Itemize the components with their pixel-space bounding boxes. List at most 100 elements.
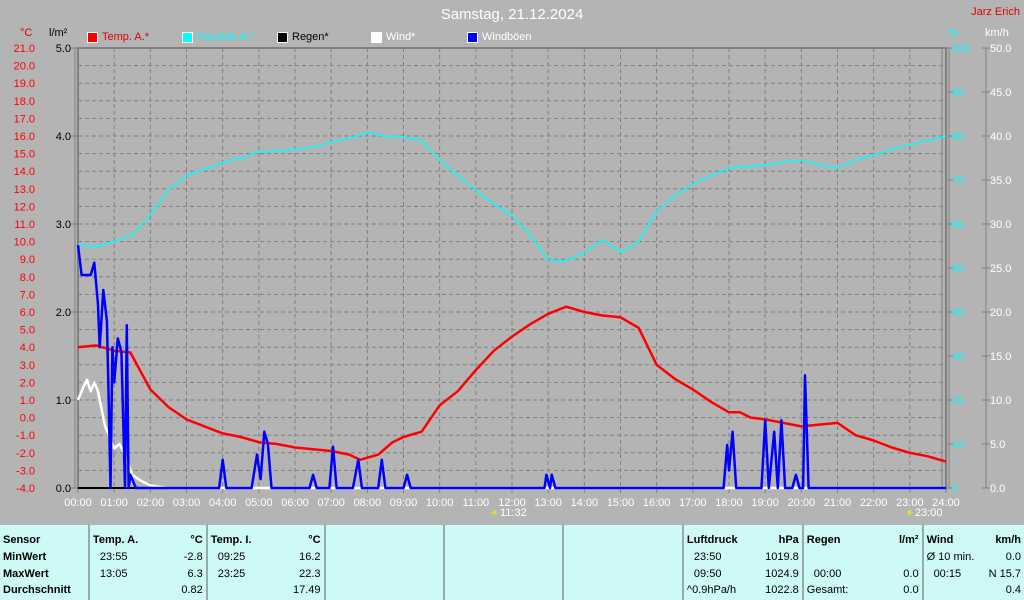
x-tick-label: 13:00 [534,497,562,509]
temp-tick-label: 9.0 [20,254,35,266]
humidity-tick-label: 10 [952,439,964,451]
empty-cell [442,583,564,600]
rain-axis-unit: l/m² [49,27,68,39]
rain-header: Regen [801,525,870,550]
legend-label: Regen* [292,31,329,43]
humidity-tick-label: 90 [952,87,964,99]
cell-time: 09:25 [205,550,268,567]
cell-time: ^0.9hPa/h [681,583,750,600]
chart-title: Samstag, 21.12.2024 [440,6,584,23]
x-tick-label: 18:00 [715,497,743,509]
temp-tick-label: 2.0 [20,377,35,389]
cell-time: 13:05 [87,566,150,584]
temp-a-header: Temp. A. [87,525,150,550]
x-tick-label: 05:00 [245,497,273,509]
legend-gusts: Windböen [467,31,532,43]
cell-value: N 15.7 [988,567,1021,580]
cell-time: 09:50 [681,566,750,584]
empty-cell [323,583,444,600]
cell-time: 00:15 [921,566,986,584]
cell-value: 0.82 [181,584,203,597]
humidity-tick-label: 100 [952,43,970,55]
sunset-time: 23:00 [914,507,943,519]
sunset-icon: ☀ [905,508,914,519]
wind-tick-label: 20.0 [990,307,1011,319]
cell-value [870,550,923,567]
temp-tick-label: 15.0 [14,149,35,161]
x-tick-label: 02:00 [137,497,165,509]
cell-value: 1022.8 [765,584,799,597]
rain-tick-label: 0.0 [56,483,71,495]
temp-tick-label: 18.0 [14,96,35,108]
humidity-tick-label: 70 [952,175,964,187]
empty-cell [442,566,564,584]
x-tick-label: 22:00 [860,497,888,509]
x-tick-label: 15:00 [607,497,635,509]
cell-time: 23:25 [205,566,268,584]
series-line-wind-4 [76,244,946,490]
temp-tick-label: 3.0 [20,360,35,372]
temp-tick-label: 17.0 [14,113,35,125]
table-header-row: Sensor Temp. A. °C Temp. I. °C Luftdruck… [0,525,1024,550]
temp-tick-label: -4.0 [16,483,35,495]
rain-tick-label: 5.0 [56,43,71,55]
cell-value: 1024.9 [765,567,799,580]
cell-value: 0.0 [1005,551,1021,563]
row-label: Durchschnitt [3,584,71,597]
pressure-unit: hPa [778,534,799,546]
humidity-tick-label: 0 [952,483,958,495]
humidity-tick-label: 80 [952,131,964,143]
legend-swatch [277,31,288,43]
legend-label: Windböen [482,31,532,43]
legend-temp: Temp. A.* [87,31,149,43]
empty-column [442,525,564,550]
temp-i-header: Temp. I. [205,525,268,550]
cell-time: Ø 10 min. [921,550,986,567]
empty-column [323,525,444,550]
wind-tick-label: 35.0 [990,175,1011,187]
temp-tick-label: 14.0 [14,166,35,178]
wind-axis-unit: km/h [985,27,1009,39]
wind-unit: km/h [995,534,1021,546]
legend-swatch [87,31,98,43]
temp-tick-label: 20.0 [14,61,35,73]
temp-tick-label: 0.0 [20,413,35,425]
temp-tick-label: -3.0 [16,465,35,477]
cell-value: 0.4 [1005,584,1021,597]
legend-label: Temp. A.* [102,31,150,43]
cell-value: 0.0 [903,584,919,597]
humidity-tick-label: 20 [952,395,964,407]
cell-time: Gesamt: [801,583,870,600]
wind-tick-label: 25.0 [990,263,1011,275]
empty-column [562,525,683,550]
x-tick-label: 01:00 [100,497,128,509]
wind-tick-label: 10.0 [990,395,1011,407]
x-tick-label: 09:00 [390,497,418,509]
statistics-table: Sensor Temp. A. °C Temp. I. °C Luftdruck… [0,525,1024,600]
table-row-min: MinWert 23:55 -2.8 09:25 16.2 23:50 1019… [0,550,1024,567]
wind-tick-label: 5.0 [990,439,1005,451]
wind-tick-label: 45.0 [990,87,1011,99]
cell-value: 0.0 [903,567,919,580]
cell-value: 6.3 [187,567,203,580]
x-tick-label: 19:00 [751,497,779,509]
x-tick-label: 16:00 [643,497,671,509]
sunrise-icon: ☀ [490,508,499,519]
wind-header: Wind [921,525,986,550]
sunrise-time: 11:32 [499,507,527,519]
x-tick-label: 04:00 [209,497,237,509]
rain-tick-label: 2.0 [56,307,71,319]
row-label: MinWert [3,551,47,563]
wind-tick-label: 40.0 [990,131,1011,143]
pressure-header: Luftdruck [681,525,750,550]
temp-tick-label: 7.0 [20,289,35,301]
x-tick-label: 21:00 [824,497,852,509]
x-tick-label: 20:00 [788,497,816,509]
temp-tick-label: -2.0 [16,448,35,460]
cell-value: 1019.8 [765,551,799,563]
empty-cell [562,566,683,584]
series-line-humidity-1 [77,132,947,262]
x-tick-label: 24:00 [932,497,960,509]
cell-value: 17.49 [293,584,321,597]
cell-value: 22.3 [299,567,321,580]
